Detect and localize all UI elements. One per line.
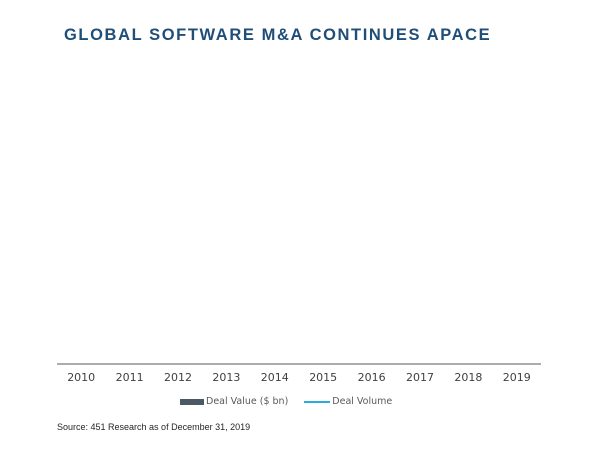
- legend-label-deal-value: Deal Value ($ bn): [206, 396, 289, 407]
- x-tick-label: 2019: [503, 371, 531, 384]
- x-tick-label: 2016: [358, 371, 386, 384]
- source-note: Source: 451 Research as of December 31, …: [57, 422, 251, 432]
- x-tick-label: 2010: [67, 371, 95, 384]
- x-tick-label: 2017: [406, 371, 434, 384]
- legend-item-deal-volume: Deal Volume: [304, 396, 392, 407]
- x-tick-label: 2018: [454, 371, 482, 384]
- legend-label-deal-volume: Deal Volume: [332, 396, 393, 407]
- x-tick-labels: 2010 2011 2012 2013 2014 2015 2016 2017 2018 2019: [67, 371, 531, 384]
- x-tick-label: 2013: [212, 371, 240, 384]
- x-tick-label: 2011: [116, 371, 144, 384]
- x-tick-label: 2015: [309, 371, 337, 384]
- chart-title: GLOBAL SOFTWARE M&A CONTINUES APACE: [64, 26, 492, 44]
- legend-swatch-bar-icon: [180, 398, 204, 405]
- legend-swatch-line-icon: [304, 400, 331, 403]
- legend-item-deal-value: Deal Value ($ bn): [180, 396, 288, 407]
- legend: Deal Value ($ bn) Deal Volume: [180, 396, 392, 407]
- x-tick-label: 2014: [261, 371, 289, 384]
- x-tick-label: 2012: [164, 371, 192, 384]
